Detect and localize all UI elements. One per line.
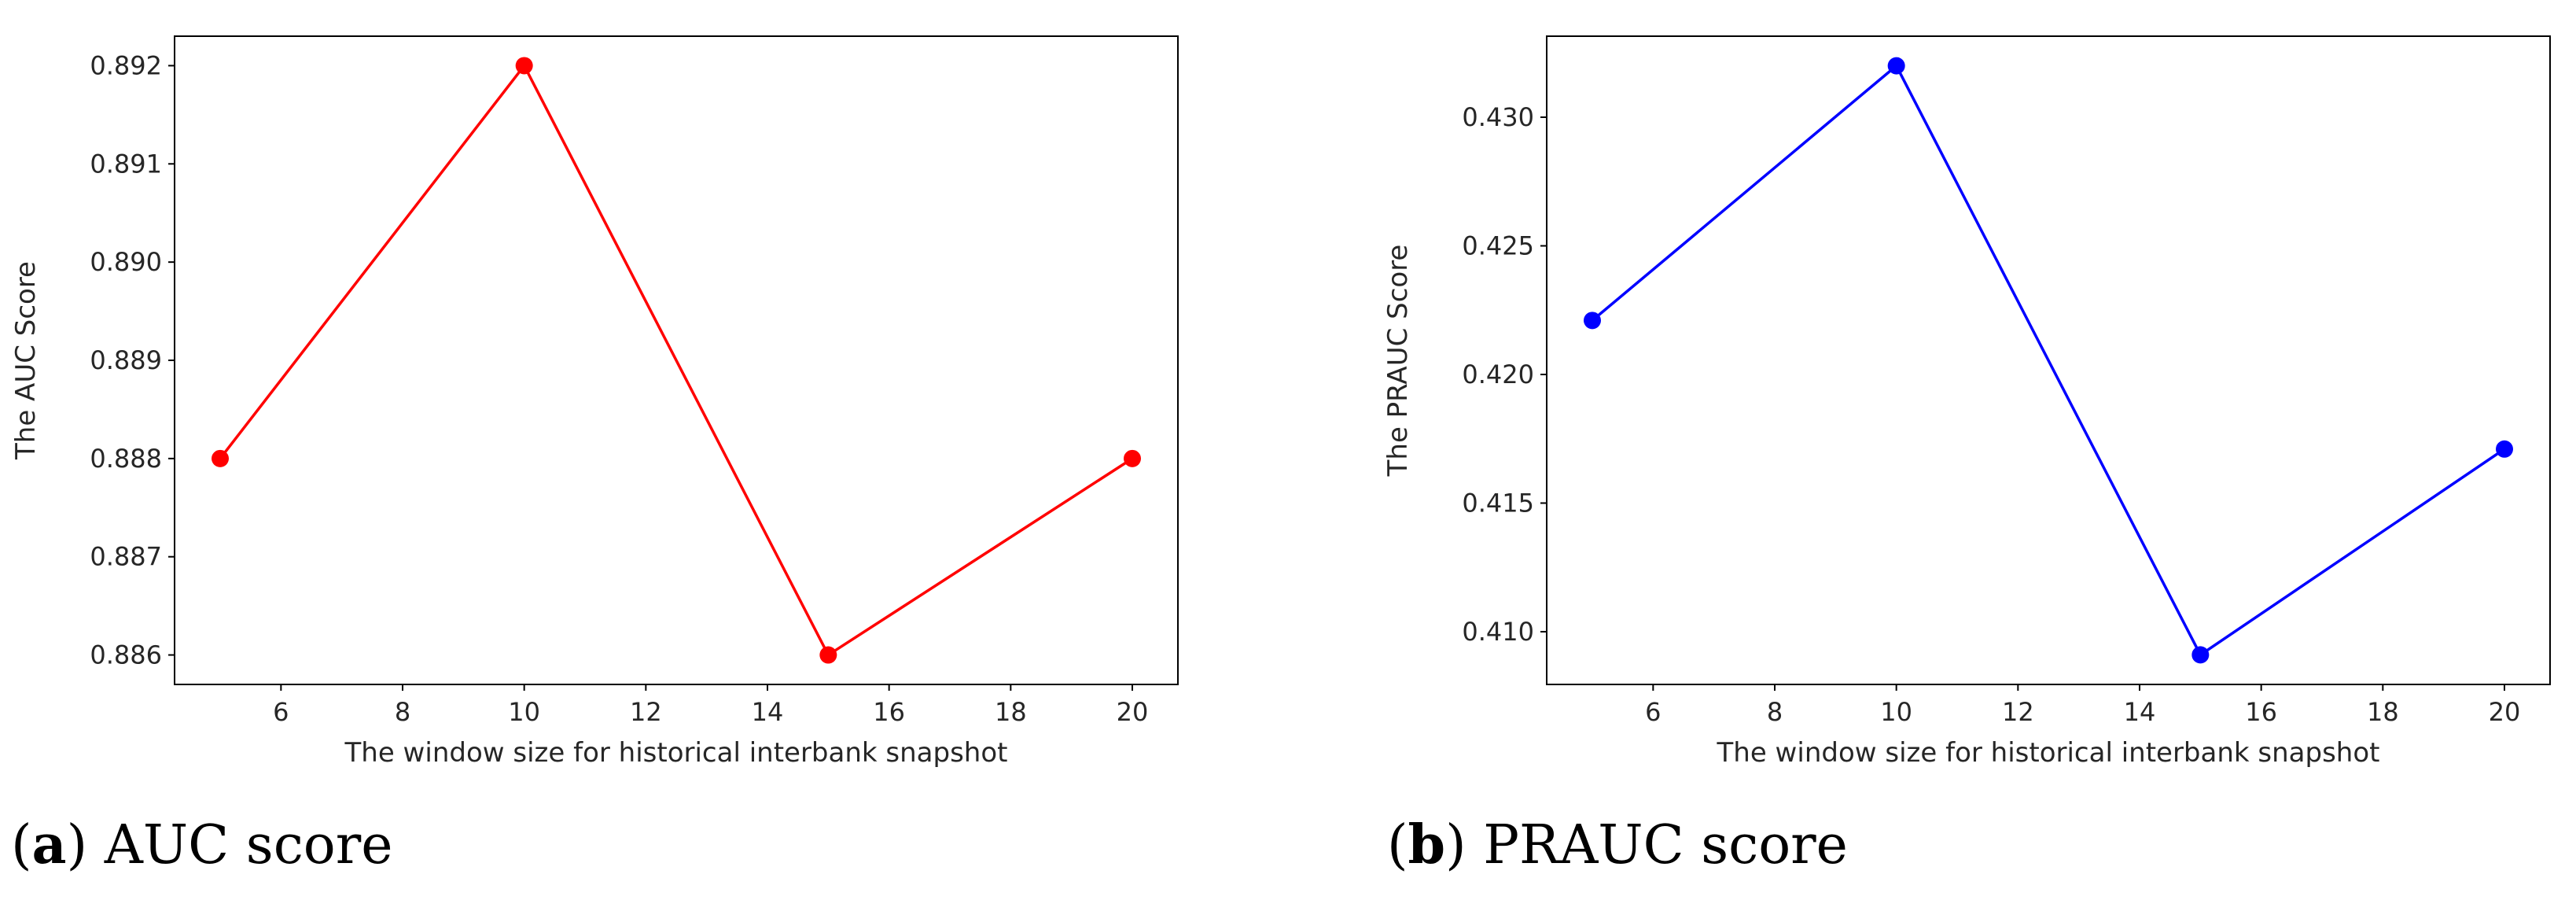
x-tick-label: 12 [630,697,662,727]
data-point [2496,440,2513,458]
x-tick-label: 6 [1645,697,1661,727]
x-tick-label: 18 [2367,697,2399,727]
y-tick-label: 0.430 [1462,102,1534,132]
x-axis-label: The window size for historical interbank… [1717,737,2380,769]
y-tick-label: 0.889 [90,345,162,375]
series-line [1591,63,2505,657]
y-tick-label: 0.410 [1462,617,1534,647]
y-tick-label: 0.888 [90,444,162,474]
x-tick-label: 20 [1117,697,1149,727]
y-tick-label: 0.892 [90,50,162,80]
plot-frame [1546,35,2551,685]
chart-prauc: 6 8 10 12 14 16 18 20 0.410 0.415 0.420 0.425 0.430 T… [1382,35,2551,769]
caption-a-label: a [31,813,67,876]
x-tick-label: 12 [2002,697,2034,727]
x-tick-label: 14 [2124,697,2156,727]
y-tick-label: 0.887 [90,542,162,572]
y-tick-label: 0.890 [90,247,162,277]
x-tick-label: 10 [1880,697,1912,727]
y-tick-label: 0.415 [1462,488,1534,518]
data-point [2191,646,2210,664]
x-tick-label: 6 [273,697,289,727]
y-tick-label: 0.891 [90,149,162,179]
x-axis-label: The window size for historical interbank… [344,737,1008,769]
chart-auc: 6 8 10 12 14 16 18 20 0.886 0.887 0.888 0.889 0.890 0… [10,35,1179,769]
y-axis-label: The AUC Score [10,261,42,460]
x-tick-label: 18 [995,697,1027,727]
caption-a: (a) AUC score [11,813,393,876]
x-tick-label: 8 [1767,697,1783,727]
x-tick-label: 16 [2245,697,2277,727]
data-point [819,646,837,664]
data-point [515,57,533,75]
data-point [1124,449,1141,467]
data-point [212,449,229,467]
y-tick-label: 0.425 [1462,231,1534,260]
x-tick-label: 10 [508,697,540,727]
x-tick-label: 8 [395,697,410,727]
data-point [1887,57,1905,75]
x-tick-label: 16 [873,697,905,727]
caption-b-label: b [1408,813,1446,876]
data-point [1584,312,1601,330]
caption-a-text: AUC score [104,814,393,876]
caption-b: (b) PRAUC score [1387,813,1848,876]
y-tick-label: 0.886 [90,640,162,670]
x-tick-label: 20 [2489,697,2521,727]
y-tick-label: 0.420 [1462,360,1534,389]
x-tick-label: 14 [752,697,784,727]
series-line [219,63,1133,658]
y-axis-label: The PRAUC Score [1382,245,1414,478]
caption-b-text: PRAUC score [1483,814,1848,876]
